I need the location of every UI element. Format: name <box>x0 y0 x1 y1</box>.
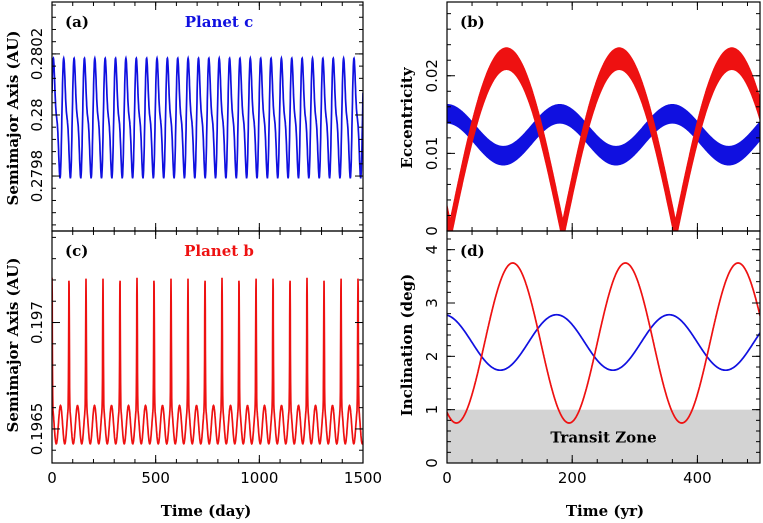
panel-b-tag: (b) <box>460 13 485 31</box>
panel-c-xtick-label: 1500 <box>344 469 382 487</box>
panel-d-xtick-label: 200 <box>558 469 587 487</box>
panel-c-ytick-label: 0.1965 <box>28 403 46 456</box>
panel-d-xlabel: Time (yr) <box>566 502 644 520</box>
panel-b-series-0 <box>447 104 760 166</box>
panel-b-ylabel: Eccentricity <box>398 66 416 168</box>
panel-b-ytick-label: 0.02 <box>423 59 441 92</box>
panel-d-data <box>447 262 760 424</box>
panel-d-series-1 <box>447 262 760 424</box>
panel-d-xtick-label: 0 <box>442 469 452 487</box>
panel-d-series-0 <box>447 313 760 372</box>
panel-c-title: Planet b <box>184 242 254 260</box>
panel-d-ytick-label: 3 <box>423 298 441 308</box>
panel-b-ytick-label: 0 <box>423 226 441 236</box>
panel-c-tag: (c) <box>65 242 88 260</box>
panel-d-ytick-label: 0 <box>423 458 441 468</box>
panel-b-series-1 <box>447 47 760 231</box>
panel-c-xtick-label: 1000 <box>240 469 278 487</box>
panel-c-xtick-label: 0 <box>47 469 57 487</box>
panel-c-xtick-label: 500 <box>141 469 170 487</box>
panel-b-data <box>447 47 760 231</box>
panel-d: Transit Zone 0 200 400 0 1 2 3 4 (d) <box>423 230 761 487</box>
panel-a-ytick-label: 0.28 <box>28 98 46 131</box>
panel-c-ytick-label: 0.197 <box>28 301 46 344</box>
panel-d-ytick-label: 2 <box>423 352 441 362</box>
panel-c-data <box>52 277 363 445</box>
panel-a-data <box>52 55 363 179</box>
transit-zone-label: Transit Zone <box>550 428 656 446</box>
panel-c-series-0 <box>52 277 363 445</box>
panel-d-tag: (d) <box>460 242 485 260</box>
panel-d-xtick-label: 400 <box>683 469 712 487</box>
transit-zone-region <box>447 409 760 463</box>
panel-b: 0 0.01 0.02 (b) <box>423 1 761 236</box>
panel-a-ytick-label: 0.2798 <box>28 150 46 203</box>
panel-a-ytick-label: 0.2802 <box>28 28 46 80</box>
panel-c-frame <box>51 230 364 464</box>
panel-c: 0 500 1000 1500 0.1965 0.197 (c) Planet b <box>28 230 382 487</box>
panel-d-ytick-label: 1 <box>423 405 441 415</box>
panel-a-tag: (a) <box>65 13 89 31</box>
panel-a: 0.2798 0.28 0.2802 (a) Planet c <box>28 1 364 232</box>
panel-a-series-0 <box>52 55 363 179</box>
panel-c-xlabel: Time (day) <box>161 502 252 520</box>
panel-c-ylabel: Semimajor Axis (AU) <box>4 258 22 433</box>
panel-d-frame <box>446 230 761 464</box>
panel-d-ytick-label: 4 <box>423 245 441 255</box>
panel-a-title: Planet c <box>185 13 253 31</box>
panel-b-ytick-label: 0.01 <box>423 137 441 170</box>
panel-d-ylabel: Inclination (deg) <box>398 274 416 417</box>
panel-a-ylabel: Semimajor Axis (AU) <box>4 31 22 206</box>
panel-b-frame <box>446 1 761 232</box>
